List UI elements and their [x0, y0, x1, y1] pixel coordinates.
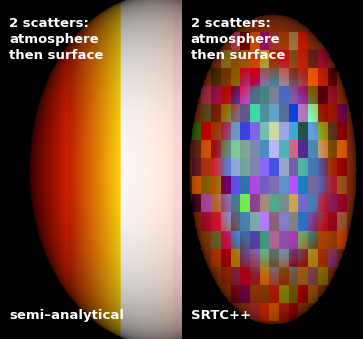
Text: SRTC++: SRTC++	[191, 309, 250, 322]
Text: 2 scatters:
atmosphere
then surface: 2 scatters: atmosphere then surface	[9, 17, 103, 62]
Text: 2 scatters:
atmosphere
then surface: 2 scatters: atmosphere then surface	[191, 17, 285, 62]
Text: semi–analytical: semi–analytical	[9, 309, 124, 322]
